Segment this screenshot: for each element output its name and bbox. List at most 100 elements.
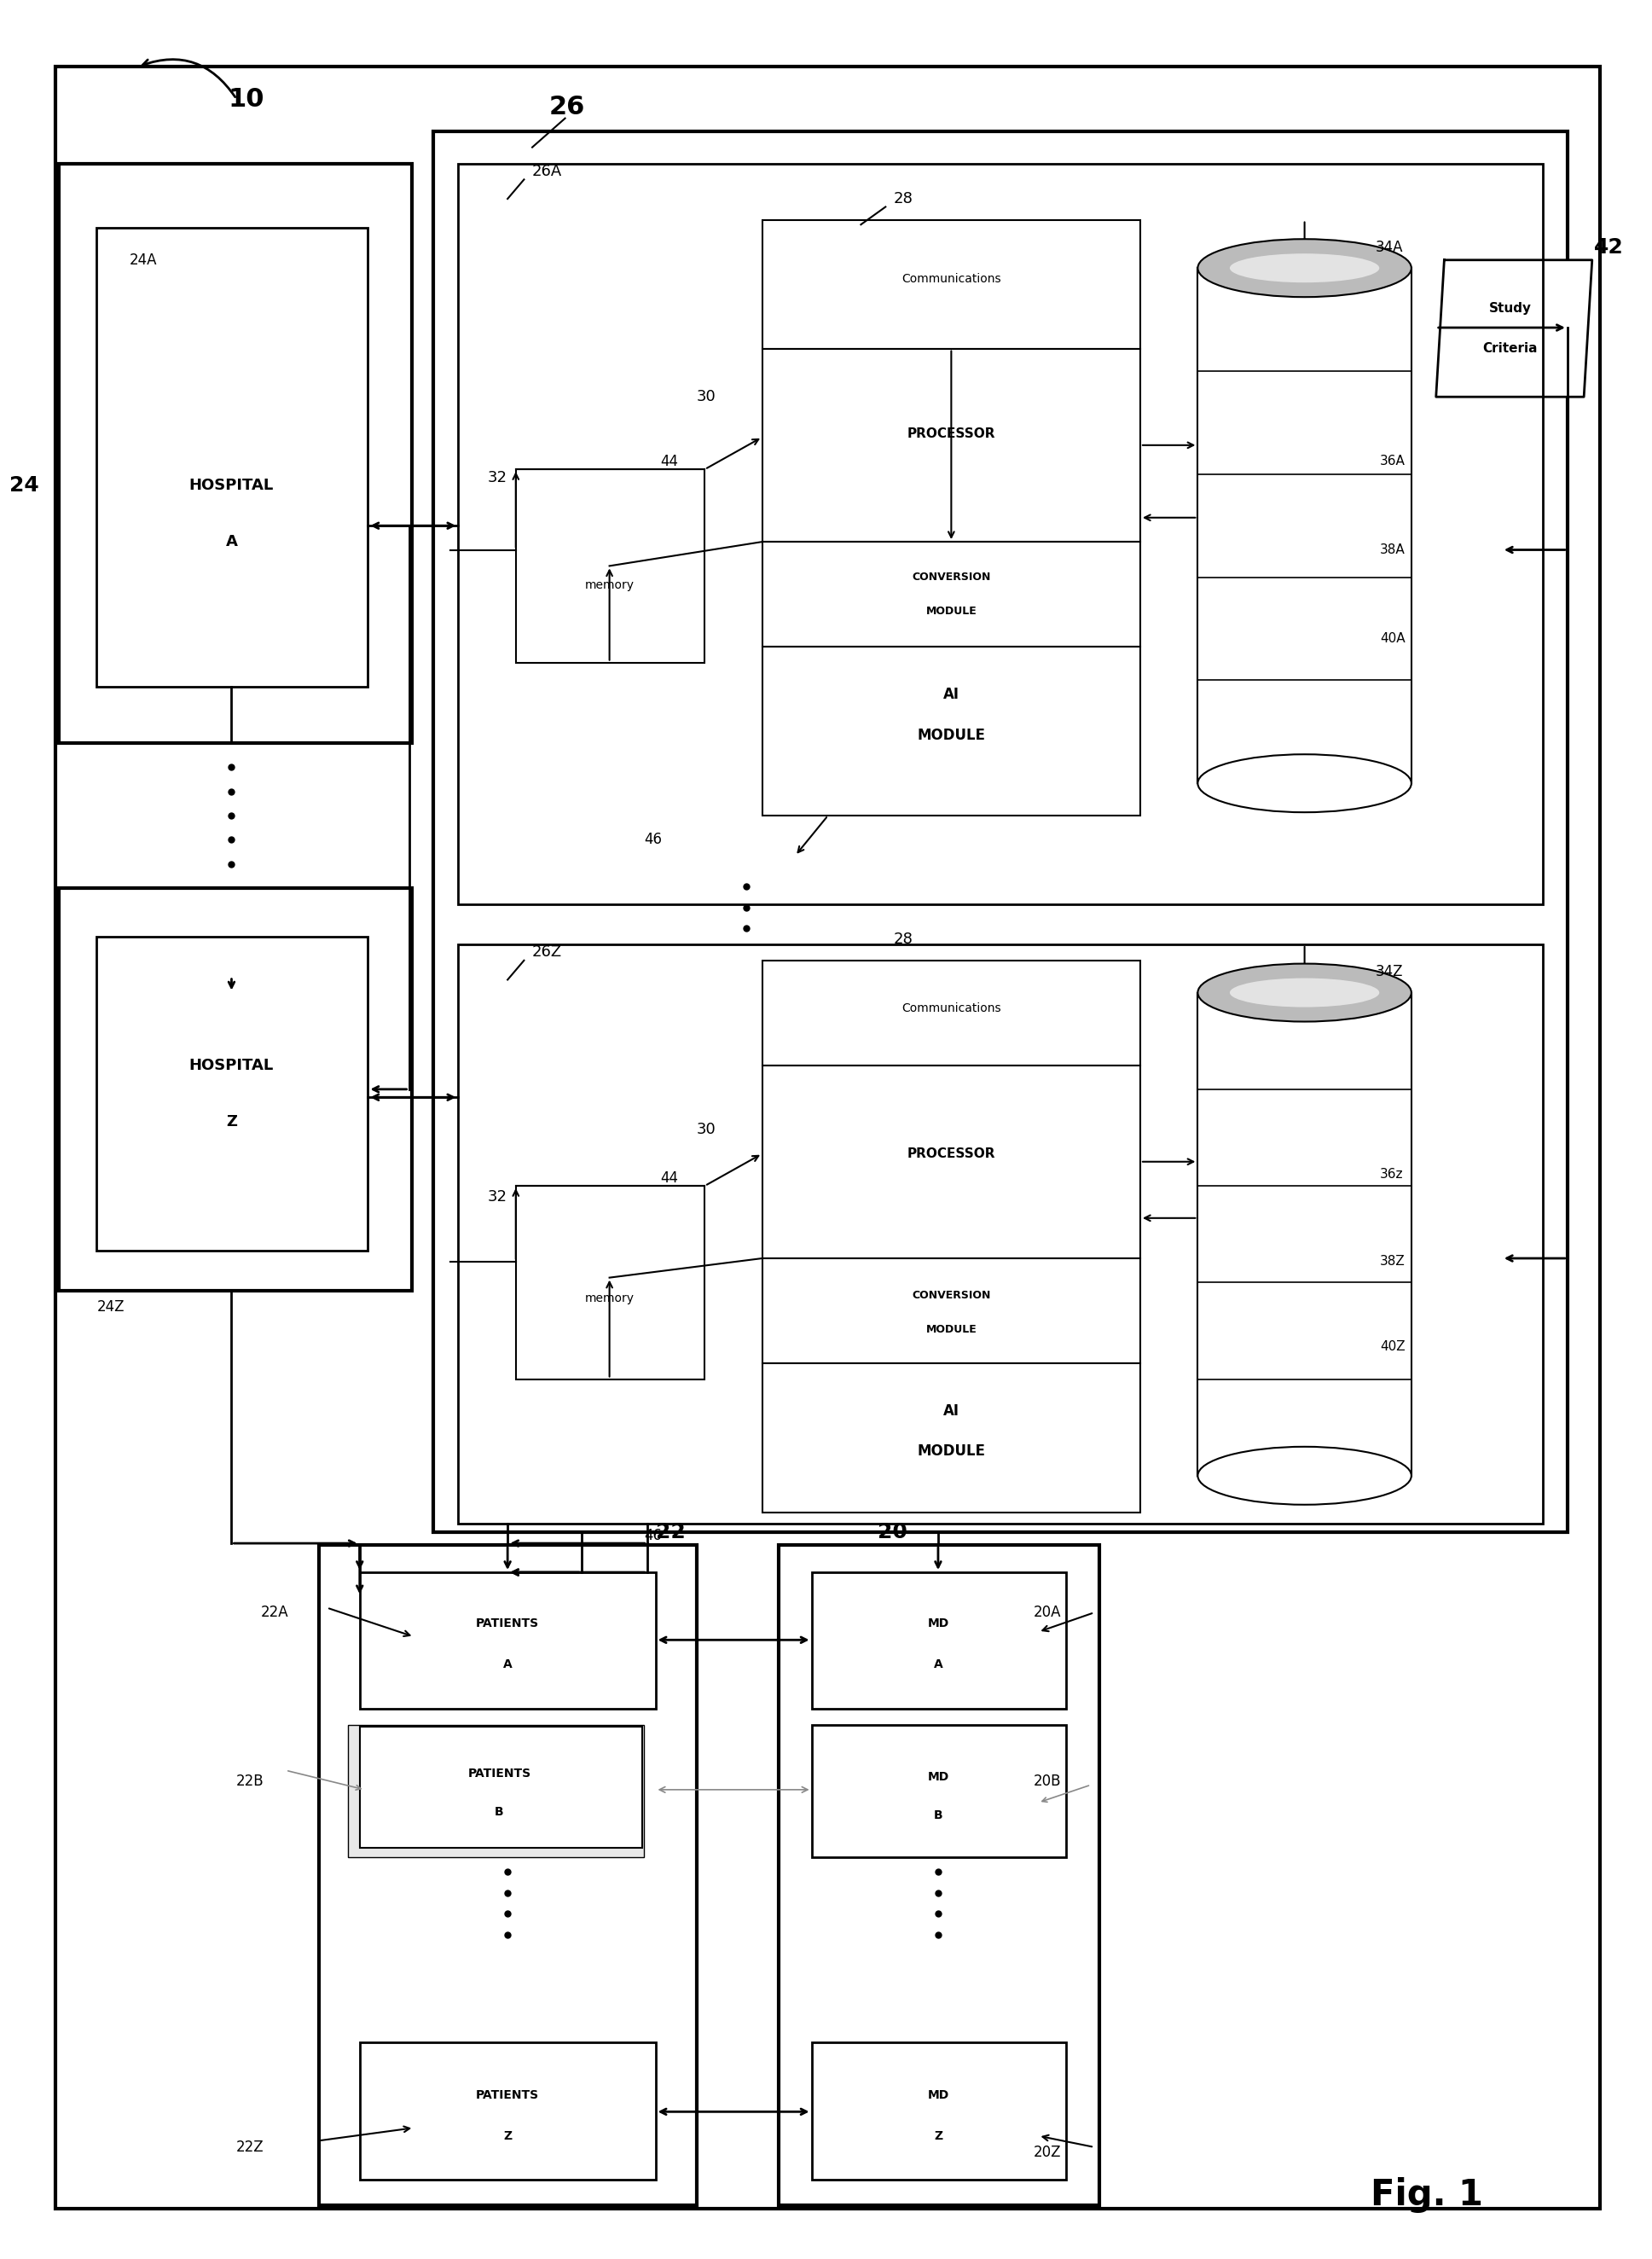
Text: MODULE: MODULE (925, 1324, 976, 1335)
Text: A: A (226, 533, 238, 549)
Bar (59, 163, 413, 743)
Text: 38A: 38A (1379, 544, 1406, 556)
Bar (59, 888, 413, 1290)
Text: 22Z: 22Z (236, 2139, 264, 2155)
Text: MD: MD (927, 1771, 948, 1782)
Bar (360, 1726, 643, 1848)
Text: 22B: 22B (236, 1773, 264, 1789)
Text: Fig. 1: Fig. 1 (1370, 2178, 1483, 2214)
Bar (319, 1545, 697, 2205)
Bar (762, 1362, 1140, 1514)
Text: memory: memory (585, 1292, 634, 1303)
Bar (1198, 992, 1411, 1446)
Text: 10: 10 (228, 86, 264, 111)
Text: memory: memory (585, 578, 634, 592)
Text: Communications: Communications (902, 273, 1001, 285)
Text: PROCESSOR: PROCESSOR (907, 427, 996, 441)
Bar (762, 219, 1140, 348)
Text: Z: Z (504, 2130, 512, 2142)
Bar (349, 1726, 644, 1857)
Text: AI: AI (943, 1403, 960, 1419)
Text: 26Z: 26Z (532, 944, 562, 960)
Text: 26: 26 (548, 95, 585, 120)
Bar (762, 1258, 1140, 1362)
Text: MD: MD (927, 2090, 948, 2101)
Text: 20A: 20A (1034, 1604, 1061, 1620)
Text: 32: 32 (487, 1190, 507, 1204)
Text: PATIENTS: PATIENTS (468, 1767, 530, 1780)
Text: 24: 24 (10, 474, 40, 495)
Text: 30: 30 (697, 1123, 715, 1136)
Bar (778, 1545, 1099, 2205)
Text: 20B: 20B (1034, 1773, 1061, 1789)
Text: 34Z: 34Z (1374, 965, 1403, 980)
Bar (515, 1186, 705, 1378)
Text: 24Z: 24Z (97, 1299, 124, 1315)
Text: 46: 46 (644, 1527, 662, 1543)
Ellipse shape (1198, 965, 1411, 1021)
Ellipse shape (1198, 239, 1411, 296)
Text: Z: Z (226, 1114, 236, 1130)
Text: Z: Z (933, 2130, 942, 2142)
Text: HOSPITAL: HOSPITAL (190, 477, 274, 492)
Text: MODULE: MODULE (917, 727, 985, 743)
Text: A: A (502, 1658, 512, 1669)
Text: 36A: 36A (1379, 454, 1406, 468)
Text: MODULE: MODULE (925, 605, 976, 617)
Text: PATIENTS: PATIENTS (476, 1617, 539, 1629)
Text: 40Z: 40Z (1379, 1340, 1406, 1353)
Text: 36z: 36z (1379, 1168, 1404, 1181)
Bar (811, 1726, 1066, 1857)
Text: A: A (933, 1658, 943, 1669)
Bar (458, 944, 1543, 1525)
Ellipse shape (1229, 978, 1379, 1008)
Text: 44: 44 (661, 1170, 679, 1186)
Text: B: B (496, 1807, 504, 1818)
Text: 24A: 24A (129, 253, 157, 267)
Bar (458, 163, 1543, 904)
Text: PROCESSOR: PROCESSOR (907, 1148, 996, 1161)
Polygon shape (1436, 260, 1593, 398)
Text: MODULE: MODULE (917, 1444, 985, 1459)
Bar (762, 542, 1140, 646)
Text: 44: 44 (661, 454, 679, 470)
Text: Study: Study (1488, 303, 1531, 314)
Text: 22A: 22A (261, 1604, 289, 1620)
Text: 38Z: 38Z (1379, 1256, 1406, 1267)
Bar (97, 935, 368, 1249)
Text: 28: 28 (894, 931, 914, 947)
Bar (360, 1572, 656, 1710)
Ellipse shape (1229, 253, 1379, 282)
Text: 42: 42 (1594, 237, 1624, 258)
Text: 20: 20 (877, 1523, 907, 1543)
Bar (515, 470, 705, 662)
Text: 26A: 26A (532, 163, 562, 178)
Text: 40A: 40A (1379, 633, 1406, 644)
Text: 34A: 34A (1374, 239, 1403, 255)
Text: Communications: Communications (902, 1003, 1001, 1014)
Bar (762, 348, 1140, 542)
Text: CONVERSION: CONVERSION (912, 572, 991, 583)
Bar (1198, 269, 1411, 755)
Bar (433, 131, 1568, 1532)
Text: 30: 30 (697, 389, 715, 404)
Bar (811, 2042, 1066, 2180)
Ellipse shape (1198, 755, 1411, 813)
Ellipse shape (1198, 1446, 1411, 1504)
Bar (762, 646, 1140, 815)
Bar (762, 960, 1140, 1064)
Text: 46: 46 (644, 831, 662, 847)
Text: B: B (933, 1809, 943, 1821)
Text: HOSPITAL: HOSPITAL (190, 1057, 274, 1073)
Text: CONVERSION: CONVERSION (912, 1290, 991, 1301)
Text: PATIENTS: PATIENTS (476, 2090, 539, 2101)
Bar (762, 1064, 1140, 1258)
Bar (360, 2042, 656, 2180)
Text: MD: MD (927, 1617, 948, 1629)
Bar (97, 228, 368, 687)
Text: 32: 32 (487, 470, 507, 486)
Text: 20Z: 20Z (1034, 2144, 1061, 2160)
Bar (811, 1572, 1066, 1710)
Text: Criteria: Criteria (1482, 341, 1538, 355)
Text: 28: 28 (894, 192, 914, 206)
